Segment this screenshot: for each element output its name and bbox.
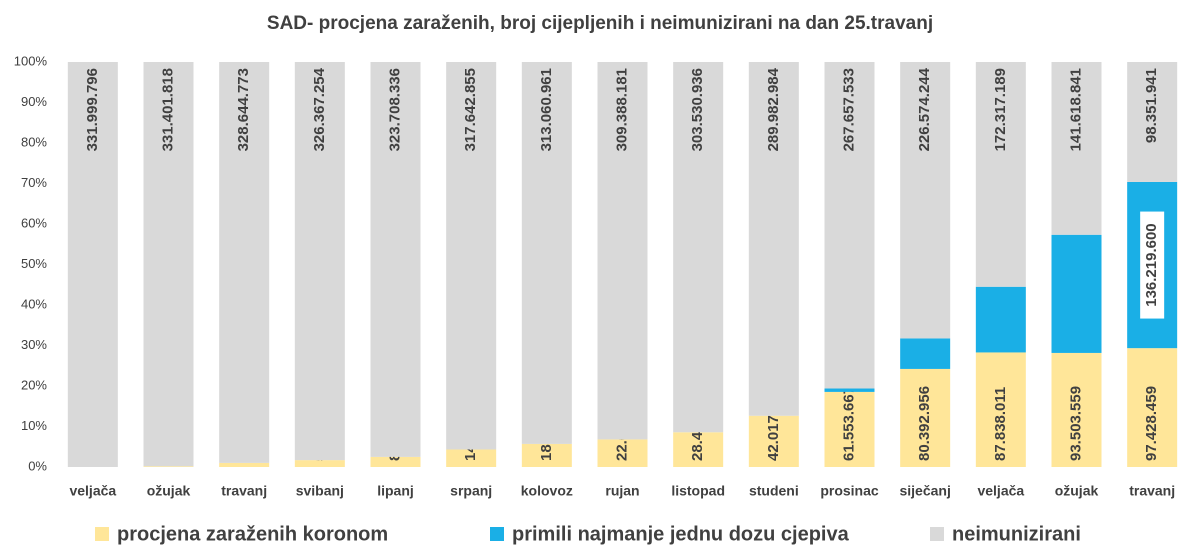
value-label: 80.392.956 bbox=[916, 386, 933, 461]
value-label: 172.317.189 bbox=[992, 68, 1009, 151]
x-tick-label: lipanj bbox=[377, 483, 414, 499]
value-label: 331.999.796 bbox=[84, 68, 101, 151]
bar-segment bbox=[975, 352, 1026, 467]
value-label: 93.503.559 bbox=[1067, 386, 1084, 461]
bar-segment bbox=[824, 62, 875, 389]
value-label: 87.838.011 bbox=[992, 387, 1009, 461]
y-tick-label: 90% bbox=[21, 94, 47, 109]
y-tick-label: 80% bbox=[21, 134, 47, 149]
value-label: 326.367.254 bbox=[311, 67, 328, 151]
bar-segment bbox=[143, 62, 194, 467]
value-label: 226.574.244 bbox=[916, 67, 933, 151]
legend-label: neimunizirani bbox=[952, 523, 1081, 545]
bar-segment bbox=[824, 388, 875, 392]
value-label: 98.351.941 bbox=[1143, 68, 1160, 143]
bar-segment bbox=[900, 338, 951, 369]
legend-swatch bbox=[930, 527, 944, 541]
bar-segment bbox=[143, 466, 194, 467]
x-tick-label: ožujak bbox=[1055, 483, 1099, 499]
x-tick-label: ožujak bbox=[147, 483, 191, 499]
value-label: 309.388.181 bbox=[613, 68, 630, 151]
legend-swatch bbox=[490, 527, 504, 541]
bar-segment bbox=[1051, 62, 1102, 235]
value-label: 303.530.936 bbox=[689, 68, 706, 151]
value-label: 97.428.459 bbox=[1143, 386, 1160, 461]
value-label: 323.708.336 bbox=[386, 68, 403, 151]
bar-segment bbox=[673, 432, 724, 467]
bar-segment bbox=[1051, 234, 1102, 353]
bar-segment bbox=[597, 439, 648, 467]
bar-segment bbox=[521, 443, 572, 467]
legend-swatch bbox=[95, 527, 109, 541]
x-tick-label: rujan bbox=[605, 483, 639, 499]
bar-segment bbox=[673, 62, 724, 433]
bar-segment bbox=[597, 62, 648, 440]
y-tick-label: 100% bbox=[14, 53, 48, 68]
chart-title: SAD- procjena zaraženih, broj cijepljeni… bbox=[267, 13, 933, 34]
y-tick-label: 0% bbox=[28, 458, 47, 473]
bar-segment bbox=[446, 449, 497, 467]
value-label: 313.060.961 bbox=[538, 68, 555, 151]
y-tick-label: 20% bbox=[21, 377, 47, 392]
bar-segment bbox=[975, 62, 1026, 287]
bar-segment bbox=[1127, 348, 1178, 467]
bar-segment bbox=[370, 62, 421, 457]
bar-segment bbox=[1051, 352, 1102, 467]
x-tick-label: kolovoz bbox=[521, 483, 573, 499]
bar-segment bbox=[824, 391, 875, 467]
label-box bbox=[1140, 211, 1165, 319]
y-tick-label: 70% bbox=[21, 175, 47, 190]
x-tick-label: srpanj bbox=[450, 483, 492, 499]
bar-segment bbox=[294, 460, 345, 467]
x-tick-label: travanj bbox=[1129, 483, 1175, 499]
x-tick-label: listopad bbox=[671, 483, 725, 499]
value-label: 267.657.533 bbox=[840, 68, 857, 151]
value-label: 61.553.667 bbox=[840, 386, 857, 461]
bar-segment bbox=[748, 62, 799, 416]
x-tick-label: veljača bbox=[977, 483, 1024, 499]
x-tick-label: veljača bbox=[69, 483, 116, 499]
x-tick-label: svibanj bbox=[296, 483, 344, 499]
x-tick-label: prosinac bbox=[820, 483, 879, 499]
bar-segment bbox=[975, 286, 1026, 353]
y-tick-label: 50% bbox=[21, 256, 47, 271]
bar-segment bbox=[1127, 62, 1178, 182]
legend-label: primili najmanje jednu dozu cjepiva bbox=[512, 523, 850, 545]
y-tick-label: 10% bbox=[21, 418, 47, 433]
bar-segment bbox=[900, 368, 951, 467]
y-tick-label: 40% bbox=[21, 296, 47, 311]
bar-segment bbox=[219, 462, 270, 467]
bar-segment bbox=[67, 62, 118, 467]
value-label: 136.219.600 bbox=[1143, 223, 1160, 306]
bar-segment bbox=[446, 62, 497, 450]
value-label: 141.618.841 bbox=[1067, 68, 1084, 151]
bar-segment bbox=[900, 62, 951, 339]
x-tick-label: travanj bbox=[221, 483, 267, 499]
value-label: 317.642.855 bbox=[462, 68, 479, 151]
bar-segment bbox=[294, 62, 345, 461]
value-label: 289.982.984 bbox=[765, 67, 782, 151]
bar-segment bbox=[219, 62, 270, 463]
legend-label: procjena zaraženih koronom bbox=[117, 523, 388, 545]
y-tick-label: 30% bbox=[21, 337, 47, 352]
x-tick-label: siječanj bbox=[899, 483, 950, 499]
bar-segment bbox=[370, 456, 421, 467]
bar-segment bbox=[748, 415, 799, 467]
y-tick-label: 60% bbox=[21, 215, 47, 230]
value-label: 328.644.773 bbox=[235, 68, 252, 151]
bar-segment bbox=[521, 62, 572, 444]
x-tick-label: studeni bbox=[749, 483, 799, 499]
value-label: 331.401.818 bbox=[159, 68, 176, 151]
